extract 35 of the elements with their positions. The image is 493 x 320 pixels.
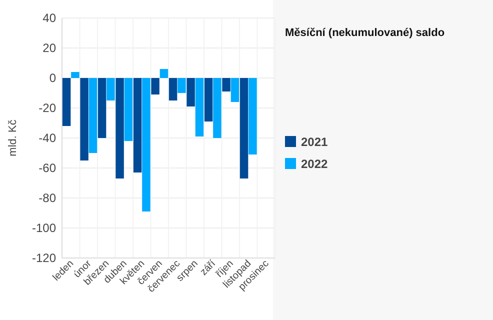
bar [160, 69, 168, 78]
bar [88, 78, 98, 153]
bar [204, 78, 213, 122]
bar [106, 78, 115, 100]
bar [213, 78, 222, 138]
bar [248, 78, 257, 154]
bar [240, 78, 248, 178]
bar [71, 72, 80, 78]
bar [62, 78, 71, 126]
bar [186, 78, 195, 106]
y-axis-title: mld. Kč [7, 119, 19, 156]
y-tick-label: 40 [42, 11, 56, 26]
y-tick-label: -20 [38, 101, 56, 116]
bar [168, 78, 178, 100]
bar [133, 78, 142, 172]
text: Měsíční (nekumulované) saldo [285, 27, 445, 39]
bar [222, 78, 230, 92]
y-tick-label: 0 [49, 71, 56, 86]
bar [142, 78, 150, 212]
legend-label: 2021 [301, 135, 328, 149]
bar [195, 78, 204, 136]
bar [80, 78, 88, 160]
y-tick-label: -100 [32, 221, 56, 236]
bar [151, 78, 160, 94]
y-tick-label: 20 [42, 41, 56, 56]
y-tick-label: -120 [32, 251, 56, 266]
y-tick-label: -40 [38, 131, 56, 146]
bar [98, 78, 106, 138]
y-tick-label: -60 [38, 161, 56, 176]
bar [230, 78, 240, 102]
bar [178, 78, 186, 93]
bar [124, 78, 133, 141]
y-tick-label: -80 [38, 191, 56, 206]
legend-label: 2022 [301, 157, 328, 171]
bar [116, 78, 124, 178]
